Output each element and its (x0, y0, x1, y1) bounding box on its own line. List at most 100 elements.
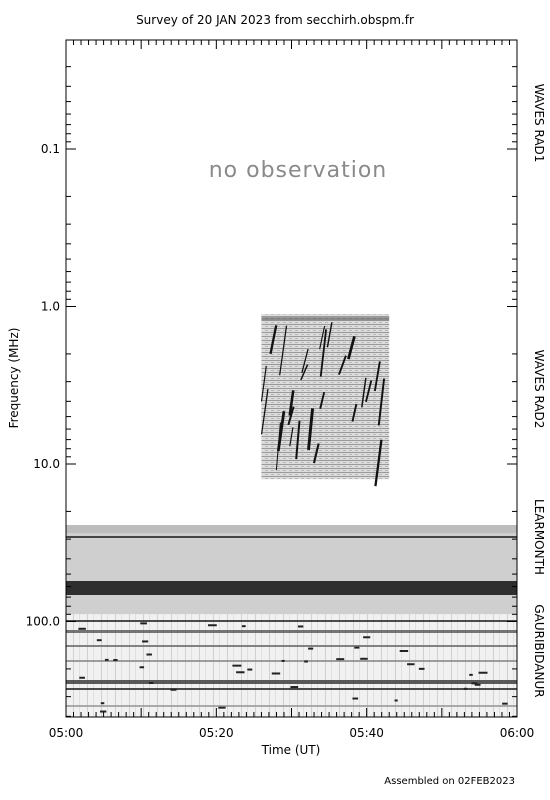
instrument-label: WAVES RAD2 (532, 350, 546, 429)
rad2-burst-streak (351, 403, 358, 422)
instrument-labels: WAVES RAD1 WAVES RAD2 LEARMONTH GAURIBIDANU… (532, 84, 546, 698)
rad2-burst-streak (373, 361, 381, 392)
rad2-burst-streak (319, 329, 327, 377)
chart-title: Survey of 20 JAN 2023 from secchirh.obsp… (136, 13, 414, 27)
gauribidanur-burst (170, 688, 177, 691)
no-observation-annotation: no observation (209, 158, 388, 183)
gauribidanur-burst (471, 682, 478, 685)
rad2-burst-streak (338, 355, 347, 375)
x-tick-labels: 05:00 05:20 05:40 06:00 (49, 726, 535, 740)
gauribidanur-band (66, 614, 517, 717)
gauribidanur-burst (463, 687, 468, 690)
gauribidanur-burst (418, 667, 425, 670)
assembled-footer: Assembled on 02FEB2023 (384, 776, 515, 787)
y-axis-label: Frequency (MHz) (7, 328, 21, 429)
gauribidanur-line (66, 645, 517, 647)
rad2-burst-streak (289, 427, 294, 447)
gauribidanur-line (66, 620, 517, 622)
gauribidanur-burst (394, 699, 398, 702)
rad2-burst-streak (300, 364, 309, 381)
gauribidanur-burst (474, 683, 481, 686)
learmonth-top-edge (66, 525, 517, 533)
gauribidanur-burst (140, 622, 147, 625)
gauribidanur-burst (100, 702, 105, 705)
x-tick-label: 05:40 (349, 726, 384, 740)
rad2-burst-streak (374, 439, 383, 487)
spectrogram-data (66, 314, 517, 717)
gauribidanur-line (66, 705, 517, 707)
gauribidanur-burst (354, 646, 360, 649)
gauribidanur-burst (502, 702, 508, 705)
rad2-burst-streak (301, 348, 309, 374)
rad2-burst-streak (279, 325, 288, 376)
gauribidanur-burst (298, 625, 304, 628)
rad2-burst-streak (307, 408, 315, 451)
learmonth-dark-band (66, 581, 517, 595)
rad2-burst-streak (295, 420, 301, 460)
gauribidanur-line (66, 688, 517, 690)
gauribidanur-burst (139, 666, 145, 669)
rad2-burst-streak (287, 406, 295, 426)
rad2-burst-streak (260, 365, 267, 402)
gauribidanur-burst (241, 625, 246, 628)
x-tick-label: 05:20 (199, 726, 234, 740)
learmonth-dark-line (66, 536, 517, 538)
gauribidanur-burst (308, 647, 314, 650)
x-axis-label: Time (UT) (261, 743, 321, 757)
rad2-burst-streak (269, 325, 278, 355)
gauribidanur-burst (79, 676, 85, 679)
gauribidanur-burst (78, 627, 86, 630)
instrument-label: GAURIBIDANUR (532, 604, 546, 697)
gauribidanur-burst (113, 659, 118, 662)
rad2-burst-streak (361, 377, 367, 408)
rad2-burst-streak (276, 410, 286, 452)
gauribidanur-burst (469, 673, 473, 676)
gauribidanur-burst (478, 671, 488, 674)
gauribidanur-burst (407, 663, 415, 666)
gauribidanur-line (66, 630, 517, 633)
gauribidanur-burst (352, 697, 359, 700)
gauribidanur-burst (304, 660, 308, 663)
rad2-burst-streak (377, 378, 386, 426)
gauribidanur-burst (218, 706, 226, 709)
gauribidanur-line (66, 680, 517, 684)
gauribidanur-line (66, 660, 517, 662)
rad2-burst-streak (288, 390, 295, 416)
instrument-label: WAVES RAD1 (532, 84, 546, 163)
gauribidanur-burst (148, 681, 154, 684)
rad2-burst-streak (365, 380, 373, 403)
rad2-burst-streak (326, 322, 333, 348)
rad2-burst-streak (260, 388, 269, 435)
y-tick-label: 10.0 (33, 457, 60, 471)
rad2-top-band (261, 317, 390, 321)
gauribidanur-burst (232, 664, 242, 667)
gauribidanur-burst (96, 639, 102, 642)
gauribidanur-burst (360, 657, 368, 660)
gauribidanur-burst (247, 668, 253, 671)
gauribidanur-burst (146, 653, 152, 656)
gauribidanur-burst (142, 640, 149, 643)
gauribidanur-burst (336, 658, 345, 661)
gauribidanur-burst (281, 659, 285, 662)
learmonth-band (66, 525, 517, 615)
gauribidanur-burst (271, 672, 281, 675)
gauribidanur-burst (399, 649, 409, 652)
y-axis-ticks (66, 66, 517, 717)
gauribidanur-burst (104, 658, 109, 661)
gauribidanur-burst (290, 686, 299, 689)
x-tick-label: 05:00 (49, 726, 84, 740)
gauribidanur-burst (100, 710, 107, 713)
gauribidanur-burst (236, 671, 245, 674)
rad2-burst-streak (319, 391, 326, 409)
rad2-burst-streak (312, 443, 320, 464)
y-tick-label: 0.1 (41, 142, 60, 156)
instrument-label: LEARMONTH (532, 499, 546, 575)
x-tick-label: 06:00 (500, 726, 535, 740)
y-tick-label: 1.0 (41, 300, 60, 314)
rad2-burst-streak (347, 335, 356, 360)
gauribidanur-burst (363, 636, 371, 639)
x-axis-ticks (65, 40, 518, 717)
gauribidanur-burst (208, 624, 217, 627)
rad2-burst-streak (319, 325, 326, 350)
